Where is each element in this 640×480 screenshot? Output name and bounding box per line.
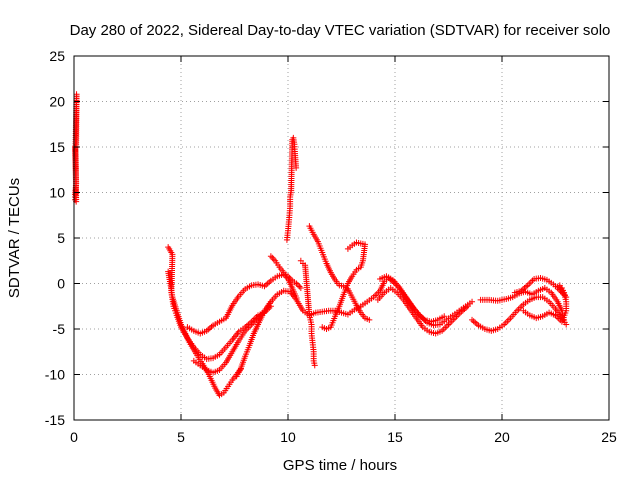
data-point: [270, 256, 277, 263]
data-point: [469, 298, 476, 305]
y-tick-label: -10: [45, 367, 65, 383]
x-tick-label: 15: [387, 429, 403, 445]
y-axis-label: SDTVAR / TECUs: [6, 178, 23, 298]
data-point: [293, 164, 300, 171]
axis-ticks: 0 5 10 15 20 25 -15 -10 -5 0 5 10 15 20 25: [45, 48, 617, 445]
y-tick-label: -5: [53, 321, 66, 337]
data-point: [319, 324, 326, 331]
data-point: [267, 253, 274, 260]
x-tick-label: 25: [601, 429, 617, 445]
y-tick-label: 10: [49, 185, 65, 201]
x-tick-label: 10: [280, 429, 296, 445]
data-point: [293, 295, 300, 302]
data-point: [296, 283, 303, 290]
data-point: [267, 298, 274, 305]
y-tick-label: 25: [49, 48, 65, 64]
y-tick-label: 5: [57, 230, 65, 246]
x-tick-label: 20: [494, 429, 510, 445]
y-tick-label: 15: [49, 139, 65, 155]
x-tick-label: 0: [70, 429, 78, 445]
y-tick-label: -15: [45, 412, 65, 428]
data-point: [294, 282, 301, 289]
data-point: [269, 254, 276, 261]
y-tick-label: 0: [57, 276, 65, 292]
data-point: [297, 285, 304, 292]
data-marks: [72, 91, 570, 399]
data-point: [563, 321, 570, 328]
data-point: [556, 282, 563, 289]
data-point: [552, 283, 559, 290]
x-axis-label: GPS time / hours: [283, 457, 397, 474]
data-point: [366, 316, 373, 323]
data-point: [464, 303, 471, 310]
grid: [74, 56, 609, 420]
x-tick-label: 5: [177, 429, 185, 445]
chart-title: Day 280 of 2022, Sidereal Day-to-day VTE…: [70, 22, 611, 39]
data-point: [441, 313, 448, 320]
y-tick-label: 20: [49, 94, 65, 110]
data-point: [311, 362, 318, 369]
